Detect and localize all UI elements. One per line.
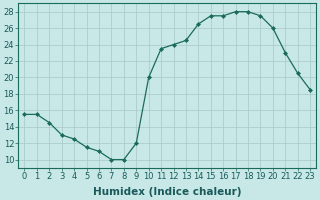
X-axis label: Humidex (Indice chaleur): Humidex (Indice chaleur) xyxy=(93,187,242,197)
